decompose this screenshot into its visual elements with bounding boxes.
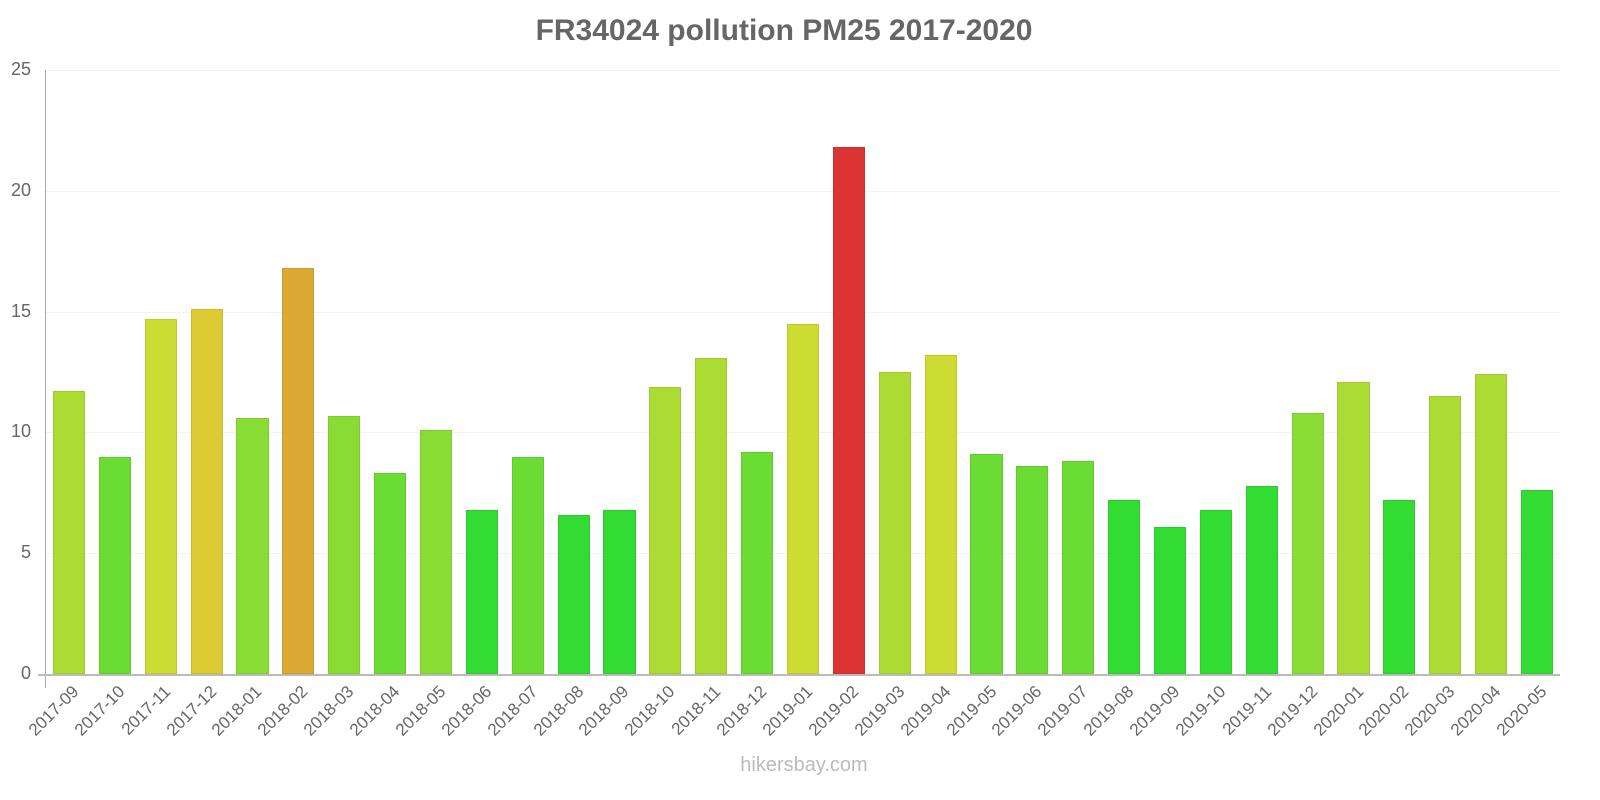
- bar-2019-02[interactable]: [832, 147, 865, 674]
- bar-2018-05[interactable]: [419, 429, 453, 674]
- bar-2018-08[interactable]: [557, 514, 590, 674]
- bar-2019-05[interactable]: [970, 454, 1003, 674]
- y-tick-label: 15: [10, 300, 31, 321]
- bar-2018-11[interactable]: [695, 357, 728, 674]
- bar-2019-07[interactable]: [1062, 461, 1095, 674]
- bar-2018-10[interactable]: [649, 386, 682, 674]
- bar-2020-01[interactable]: [1337, 381, 1370, 674]
- bar-2019-11[interactable]: [1245, 485, 1278, 674]
- bar-2020-03[interactable]: [1429, 396, 1462, 674]
- bar-2019-01[interactable]: [786, 323, 820, 674]
- gridline: [46, 190, 1560, 192]
- bar-2017-11[interactable]: [144, 318, 177, 674]
- y-tick-label: 25: [10, 59, 31, 79]
- bar-2019-04[interactable]: [924, 355, 957, 674]
- bar-2018-02[interactable]: [282, 268, 315, 674]
- y-tick-label: 20: [10, 179, 31, 200]
- y-tick-label: 0: [20, 663, 31, 683]
- bar-2018-12[interactable]: [741, 451, 774, 674]
- bar-2020-02[interactable]: [1383, 500, 1416, 674]
- y-tick-label: 10: [10, 421, 31, 442]
- gridline: [46, 70, 1560, 71]
- bar-2018-01[interactable]: [236, 417, 269, 674]
- y-axis-line: [45, 70, 46, 688]
- plot-area: [46, 70, 1560, 674]
- x-axis-line: [38, 674, 1560, 676]
- bar-2018-04[interactable]: [374, 473, 407, 674]
- y-tick-label: 5: [20, 542, 31, 563]
- bar-2019-10[interactable]: [1199, 509, 1232, 674]
- gridline: [46, 311, 1560, 313]
- bar-2019-06[interactable]: [1016, 466, 1049, 674]
- bar-2020-05[interactable]: [1521, 490, 1554, 674]
- bar-2018-03[interactable]: [328, 415, 361, 674]
- bar-2019-09[interactable]: [1153, 526, 1187, 674]
- bar-2017-10[interactable]: [98, 456, 131, 674]
- bar-2018-09[interactable]: [603, 509, 636, 674]
- bar-2019-03[interactable]: [878, 372, 911, 674]
- bar-2017-12[interactable]: [190, 309, 223, 674]
- bar-2020-04[interactable]: [1475, 374, 1508, 674]
- bar-2019-12[interactable]: [1291, 413, 1324, 674]
- watermark: hikersbay.com: [740, 754, 868, 776]
- chart-title: FR34024 pollution PM25 2017-2020: [535, 14, 1033, 47]
- bar-2018-07[interactable]: [511, 456, 544, 674]
- bar-2019-08[interactable]: [1108, 500, 1141, 674]
- bar-2017-09[interactable]: [52, 391, 85, 674]
- bar-2018-06[interactable]: [465, 509, 498, 674]
